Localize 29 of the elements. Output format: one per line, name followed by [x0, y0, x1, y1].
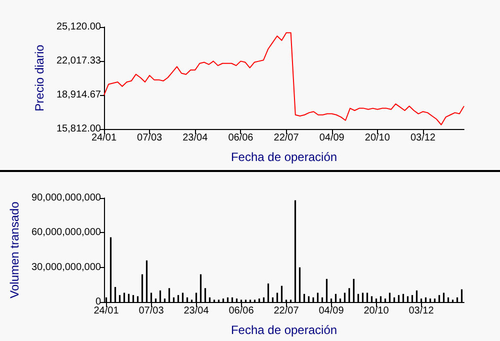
- y-tick-label: 22,017.33: [56, 56, 102, 66]
- y-axis-title: Volumen transado: [8, 201, 22, 298]
- y-tick-label: 15,812.00: [56, 124, 102, 134]
- x-tick-label: 07/03: [137, 132, 163, 144]
- x-tick-label: 04/09: [318, 306, 344, 316]
- x-tick-label: 04/09: [319, 132, 345, 144]
- y-tick-label: 90,000,000,000: [31, 192, 102, 204]
- y-tick-label: 18,914.67: [56, 90, 102, 100]
- x-tick-label: 20/10: [364, 306, 390, 316]
- x-axis-title: Fecha de operación: [230, 150, 338, 164]
- y-tick-label: 0: [95, 296, 102, 308]
- x-tick-label: 24/01: [94, 306, 120, 316]
- y-tick-label: 30,000,000,000: [31, 262, 102, 273]
- y-axis-title: Precio diario: [32, 44, 47, 112]
- x-tick-label: 03/12: [408, 306, 434, 316]
- y-tick-label: 25,120.00: [56, 22, 102, 32]
- x-tick-label: 23/04: [184, 306, 210, 316]
- x-tick-label: 24/01: [91, 132, 117, 144]
- x-tick-label: 22/07: [274, 132, 300, 144]
- x-tick-label: 06/06: [228, 132, 254, 144]
- x-tick-label: 07/03: [138, 306, 164, 316]
- y-tick-label: 60,000,000,000: [31, 227, 102, 238]
- x-tick-label: 20/10: [364, 132, 390, 144]
- x-tick-label: 23/04: [182, 132, 208, 144]
- x-axis-title: Fecha de operación: [230, 323, 338, 337]
- x-tick-label: 22/07: [274, 306, 300, 316]
- x-tick-label: 03/12: [410, 132, 436, 144]
- x-tick-label: 06/06: [228, 306, 254, 316]
- line-series: [104, 32, 464, 126]
